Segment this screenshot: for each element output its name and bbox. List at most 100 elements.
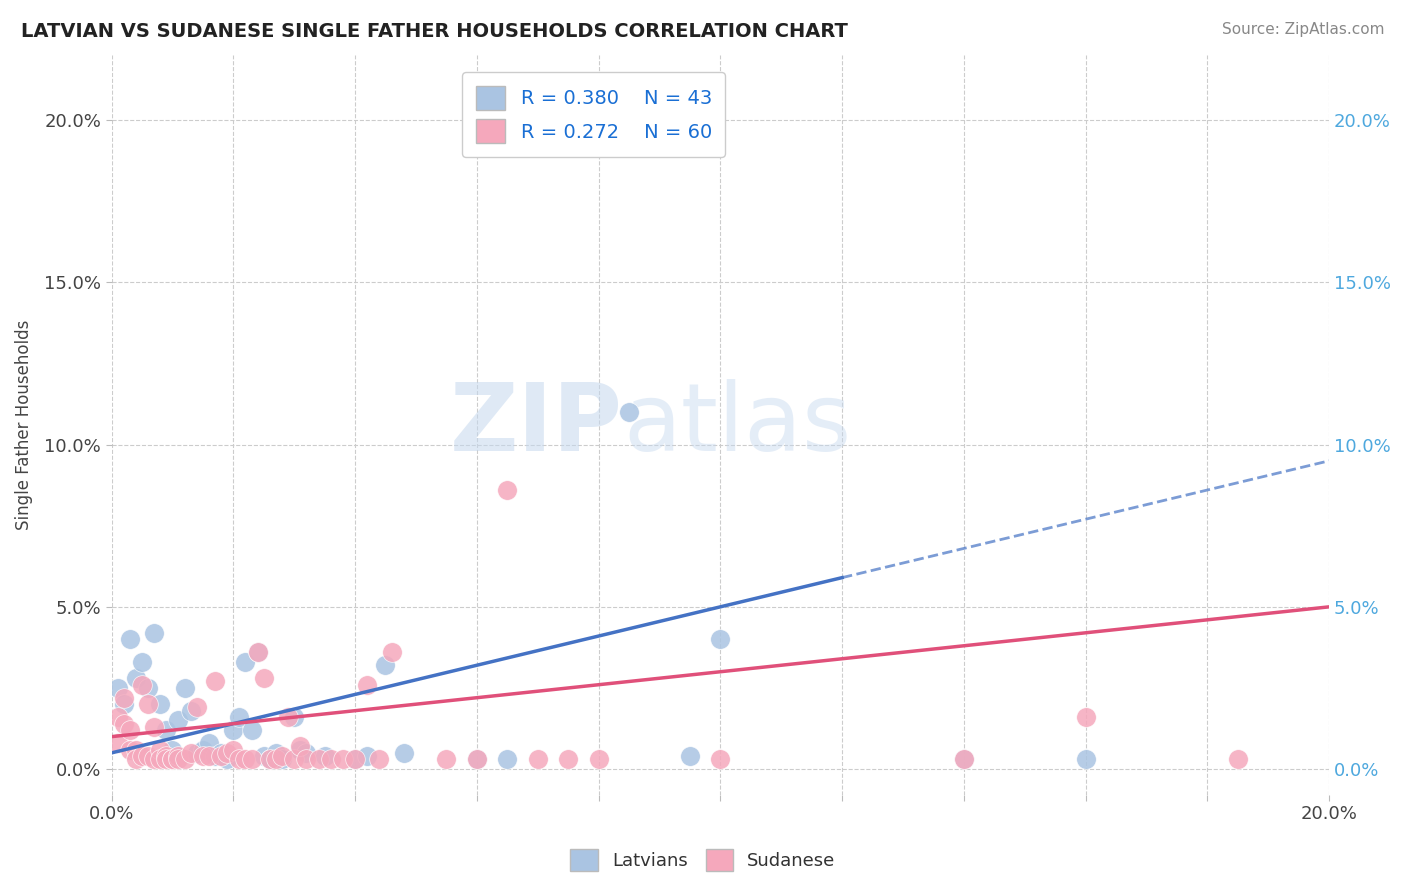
Point — [246, 645, 269, 659]
Point — [228, 710, 250, 724]
Point — [240, 752, 263, 766]
Point — [112, 697, 135, 711]
Point — [434, 752, 457, 766]
Point — [465, 752, 488, 766]
Point — [162, 752, 184, 766]
Point — [709, 632, 731, 647]
Point — [191, 749, 214, 764]
Point — [167, 752, 190, 766]
Point — [588, 752, 610, 766]
Point — [617, 405, 640, 419]
Point — [246, 645, 269, 659]
Point — [314, 749, 336, 764]
Point — [149, 697, 172, 711]
Point — [381, 645, 404, 659]
Point — [173, 752, 195, 766]
Legend: R = 0.380    N = 43, R = 0.272    N = 60: R = 0.380 N = 43, R = 0.272 N = 60 — [463, 72, 725, 157]
Point — [155, 752, 177, 766]
Text: LATVIAN VS SUDANESE SINGLE FATHER HOUSEHOLDS CORRELATION CHART: LATVIAN VS SUDANESE SINGLE FATHER HOUSEH… — [21, 22, 848, 41]
Point — [204, 674, 226, 689]
Point — [235, 752, 257, 766]
Text: ZIP: ZIP — [450, 379, 623, 471]
Point — [557, 752, 579, 766]
Point — [131, 678, 153, 692]
Point — [356, 678, 378, 692]
Point — [125, 752, 148, 766]
Text: atlas: atlas — [623, 379, 851, 471]
Point — [344, 752, 367, 766]
Point — [344, 752, 367, 766]
Point — [271, 749, 294, 764]
Point — [368, 752, 391, 766]
Point — [186, 700, 208, 714]
Point — [143, 752, 166, 766]
Text: Source: ZipAtlas.com: Source: ZipAtlas.com — [1222, 22, 1385, 37]
Point — [308, 752, 330, 766]
Point — [374, 658, 396, 673]
Point — [264, 746, 287, 760]
Point — [217, 746, 239, 760]
Point — [167, 749, 190, 764]
Point — [136, 749, 159, 764]
Point — [240, 723, 263, 738]
Point — [496, 483, 519, 497]
Y-axis label: Single Father Households: Single Father Households — [15, 320, 32, 530]
Point — [209, 749, 232, 764]
Point — [290, 742, 312, 756]
Point — [173, 681, 195, 695]
Point — [131, 749, 153, 764]
Point — [149, 752, 172, 766]
Point — [392, 746, 415, 760]
Point — [235, 655, 257, 669]
Point — [125, 671, 148, 685]
Point — [332, 752, 354, 766]
Point — [118, 723, 141, 738]
Point — [264, 752, 287, 766]
Point — [295, 746, 318, 760]
Point — [953, 752, 976, 766]
Point — [1074, 752, 1097, 766]
Point — [155, 723, 177, 738]
Point — [180, 704, 202, 718]
Point — [228, 752, 250, 766]
Point — [283, 752, 305, 766]
Point — [1074, 710, 1097, 724]
Point — [112, 690, 135, 705]
Point — [465, 752, 488, 766]
Point — [1226, 752, 1249, 766]
Point — [222, 742, 245, 756]
Point — [222, 723, 245, 738]
Point — [162, 742, 184, 756]
Point — [143, 720, 166, 734]
Point — [107, 736, 129, 750]
Point — [709, 752, 731, 766]
Point — [180, 746, 202, 760]
Point — [112, 716, 135, 731]
Point — [259, 752, 281, 766]
Point — [136, 681, 159, 695]
Point — [107, 710, 129, 724]
Point — [217, 752, 239, 766]
Point — [277, 710, 299, 724]
Point — [253, 671, 276, 685]
Point — [125, 742, 148, 756]
Point — [209, 746, 232, 760]
Point — [162, 752, 184, 766]
Point — [118, 632, 141, 647]
Point — [953, 752, 976, 766]
Point — [131, 655, 153, 669]
Point — [271, 752, 294, 766]
Point — [496, 752, 519, 766]
Point — [356, 749, 378, 764]
Point — [290, 739, 312, 754]
Point — [186, 746, 208, 760]
Point — [283, 710, 305, 724]
Point — [679, 749, 702, 764]
Point — [259, 752, 281, 766]
Point — [204, 749, 226, 764]
Point — [107, 681, 129, 695]
Point — [319, 752, 342, 766]
Point — [253, 749, 276, 764]
Legend: Latvians, Sudanese: Latvians, Sudanese — [564, 842, 842, 879]
Point — [295, 752, 318, 766]
